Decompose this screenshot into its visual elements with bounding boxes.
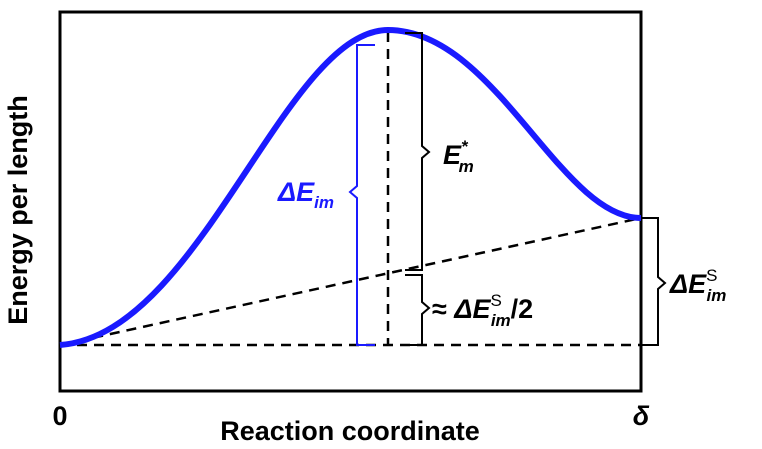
label-sub: im	[706, 286, 726, 305]
label-sup: *	[461, 137, 469, 156]
label-sub: im	[314, 193, 334, 212]
label-suffix: /2	[511, 294, 534, 324]
x-start-label: 0	[52, 401, 67, 431]
barrier-brace	[348, 44, 375, 346]
energy-curve	[59, 26, 642, 348]
migration-label: E* m	[443, 137, 474, 176]
label-base: E	[443, 140, 462, 170]
diagonal	[59, 216, 642, 347]
strain-brace	[641, 217, 667, 346]
barrier-label: ΔEim	[277, 177, 334, 212]
plot-frame	[58, 10, 643, 393]
label-base: ΔE	[453, 294, 491, 324]
label-base: ΔE	[277, 177, 315, 207]
half-strain-brace	[405, 274, 431, 346]
y-axis-label: Energy per length	[3, 95, 33, 325]
label-prefix: ≈	[432, 294, 454, 324]
strain-label: ΔES im	[669, 266, 726, 305]
label-sup: S	[706, 266, 717, 285]
label-sup: S	[490, 291, 501, 310]
migration-brace	[405, 32, 431, 271]
x-end-label: δ	[633, 401, 650, 431]
label-base: ΔE	[669, 269, 707, 299]
label-sub: im	[491, 311, 511, 330]
x-axis-label: Reaction coordinate	[220, 416, 480, 446]
half-strain-label: ≈ ΔES im/2	[432, 291, 533, 330]
label-sub: m	[459, 157, 474, 176]
